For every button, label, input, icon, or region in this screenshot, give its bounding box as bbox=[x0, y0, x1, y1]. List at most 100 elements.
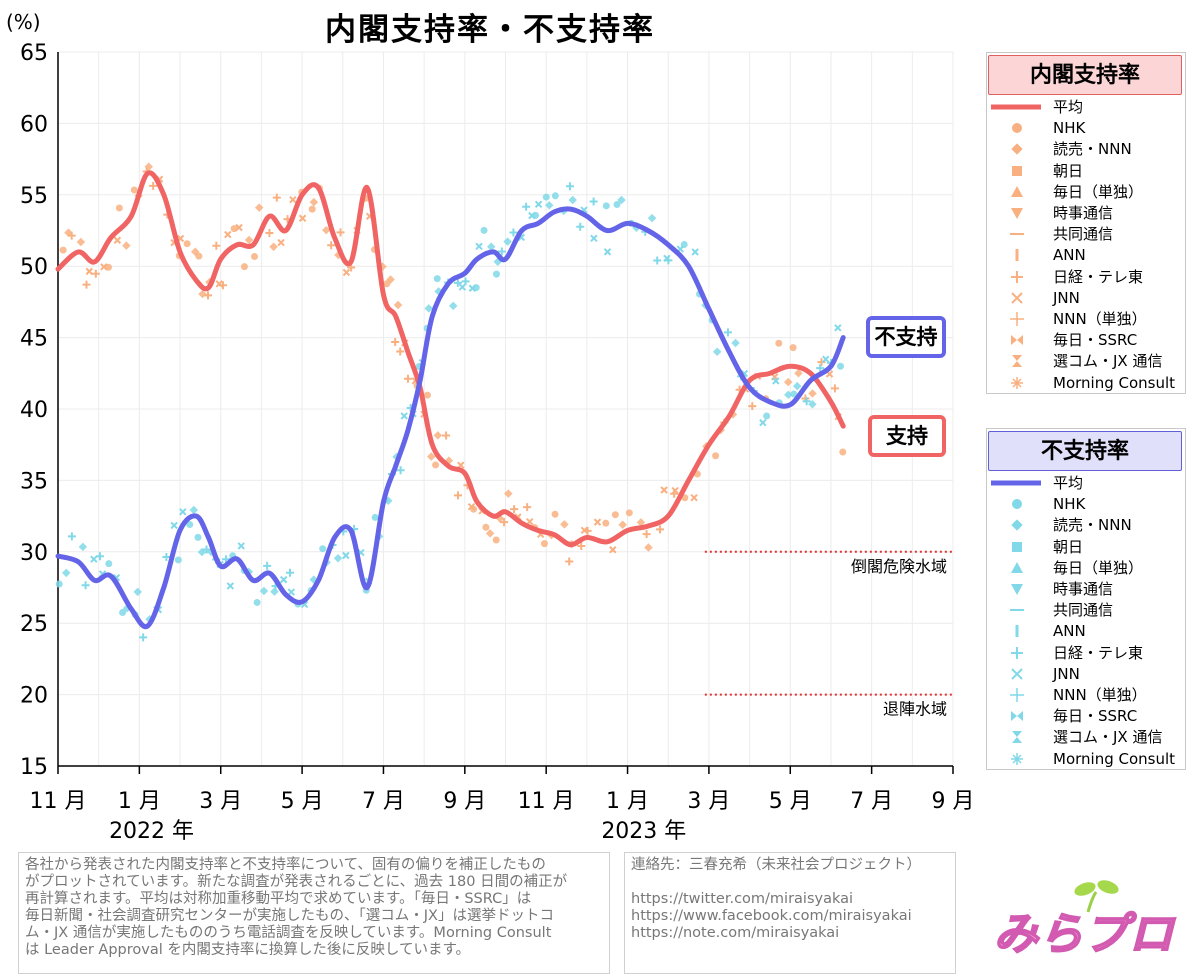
poll-point bbox=[613, 201, 621, 209]
marker-icon bbox=[1011, 185, 1023, 197]
poll-point bbox=[235, 223, 243, 232]
poll-point bbox=[660, 486, 668, 494]
poll-point bbox=[170, 521, 178, 530]
facebook-link[interactable]: https://www.facebook.com/miraisyakai bbox=[631, 908, 912, 924]
disapprove-badge: 不支持 bbox=[866, 316, 946, 358]
poll-point bbox=[113, 236, 122, 244]
poll-point bbox=[577, 542, 586, 551]
poll-point bbox=[240, 263, 248, 271]
y-tick-label: 35 bbox=[20, 469, 48, 494]
disapprove-poll-markers bbox=[55, 182, 844, 642]
poll-point bbox=[453, 278, 462, 287]
poll-point bbox=[423, 391, 431, 399]
poll-point bbox=[81, 581, 90, 590]
legend-item-label: JNN bbox=[1053, 288, 1080, 307]
poll-point bbox=[839, 448, 847, 456]
poll-point bbox=[336, 228, 345, 237]
marker-icon bbox=[1012, 123, 1022, 134]
y-tick-label: 65 bbox=[20, 41, 48, 66]
legend-item-label: 毎日・SSRC bbox=[1053, 707, 1138, 726]
poll-point bbox=[510, 505, 519, 514]
disapprove-average-line bbox=[55, 206, 846, 630]
x-tick-label: 9 月 bbox=[932, 789, 975, 814]
poll-point bbox=[542, 193, 550, 201]
note-line: がプロットされています。新たな調査が発表されるごとに、過去 180 日間の補正が bbox=[25, 874, 568, 890]
poll-point bbox=[322, 225, 331, 235]
year-label: 2023 年 bbox=[601, 819, 686, 844]
legend-item-label: 選コム・JX 通信 bbox=[1053, 728, 1163, 747]
year-label: 2022 年 bbox=[109, 819, 194, 844]
sprout-icon bbox=[1074, 880, 1119, 913]
poll-point bbox=[816, 364, 825, 373]
marker-icon bbox=[1011, 335, 1023, 346]
poll-point bbox=[603, 248, 612, 256]
line-swatch-icon bbox=[991, 104, 1041, 110]
poll-point bbox=[265, 228, 274, 237]
y-tick-label: 40 bbox=[20, 398, 48, 423]
legend-item-label: JNN bbox=[1053, 664, 1080, 683]
marker-icon bbox=[1011, 208, 1023, 219]
poll-point bbox=[263, 561, 272, 570]
poll-point bbox=[642, 530, 651, 539]
marker-icon bbox=[1011, 561, 1023, 573]
poll-point bbox=[224, 230, 232, 239]
poll-point bbox=[59, 246, 67, 254]
poll-point bbox=[139, 633, 148, 642]
legend-item-label: 平均 bbox=[1053, 98, 1084, 116]
poll-point bbox=[194, 533, 202, 541]
poll-point bbox=[500, 518, 509, 527]
poll-point bbox=[540, 540, 548, 548]
logo: みらプロ bbox=[992, 872, 1192, 972]
poll-point bbox=[690, 493, 698, 502]
legend-item-label: 読売・NNN bbox=[1053, 516, 1132, 535]
threshold-label: 退陣水域 bbox=[883, 700, 947, 719]
legend-item-label: 毎日・SSRC bbox=[1053, 331, 1138, 350]
note-link[interactable]: https://note.com/miraisyakai bbox=[631, 925, 840, 941]
poll-point bbox=[279, 575, 288, 584]
poll-point bbox=[485, 529, 495, 538]
legend-disapprove-header: 不支持率 bbox=[988, 431, 1182, 471]
legend-item-label: 共同通信 bbox=[1053, 225, 1114, 244]
poll-point bbox=[119, 608, 127, 616]
y-tick-label: 20 bbox=[20, 684, 48, 709]
poll-point bbox=[712, 347, 722, 356]
poll-point bbox=[712, 452, 720, 460]
marker-icon bbox=[1015, 625, 1019, 638]
threshold-label: 倒閣危険水域 bbox=[851, 557, 947, 576]
poll-point bbox=[254, 203, 264, 212]
poll-point bbox=[772, 377, 780, 385]
legend-item-label: 時事通信 bbox=[1053, 580, 1114, 598]
poll-point bbox=[458, 283, 467, 291]
legend-item-label: NNN（単独） bbox=[1053, 310, 1147, 328]
legend-item-label: 朝日 bbox=[1053, 537, 1084, 556]
legend-item-label: 時事通信 bbox=[1053, 204, 1114, 222]
poll-point bbox=[277, 238, 285, 247]
twitter-link[interactable]: https://twitter.com/miraisyakai bbox=[631, 891, 854, 907]
poll-point bbox=[226, 582, 235, 590]
poll-point bbox=[504, 489, 513, 498]
poll-point bbox=[298, 214, 307, 222]
poll-point bbox=[67, 231, 76, 240]
poll-point bbox=[85, 267, 93, 276]
poll-point bbox=[532, 211, 540, 219]
legend-item-label: 平均 bbox=[1053, 474, 1084, 492]
poll-point bbox=[433, 431, 443, 440]
x-tick-label: 5 月 bbox=[769, 789, 812, 814]
legend-approve-header: 内閣支持率 bbox=[988, 55, 1182, 95]
contact-box: 連絡先：三春充希（未来社会プロジェクト） https://twitter.com… bbox=[624, 852, 956, 974]
x-tick-label: 5 月 bbox=[281, 789, 324, 814]
poll-point bbox=[237, 542, 245, 550]
poll-point bbox=[551, 192, 559, 200]
poll-point bbox=[333, 553, 343, 563]
poll-point bbox=[162, 553, 171, 562]
poll-point bbox=[189, 505, 199, 515]
poll-point bbox=[748, 402, 757, 411]
poll-point bbox=[790, 390, 798, 398]
poll-point bbox=[618, 520, 627, 530]
legend-item-label: NNN（単独） bbox=[1053, 686, 1147, 704]
poll-point bbox=[105, 560, 113, 568]
y-axis-unit: (%) bbox=[6, 10, 41, 34]
poll-point bbox=[371, 513, 379, 521]
legend-item-label: 日経・テレ東 bbox=[1053, 267, 1144, 286]
